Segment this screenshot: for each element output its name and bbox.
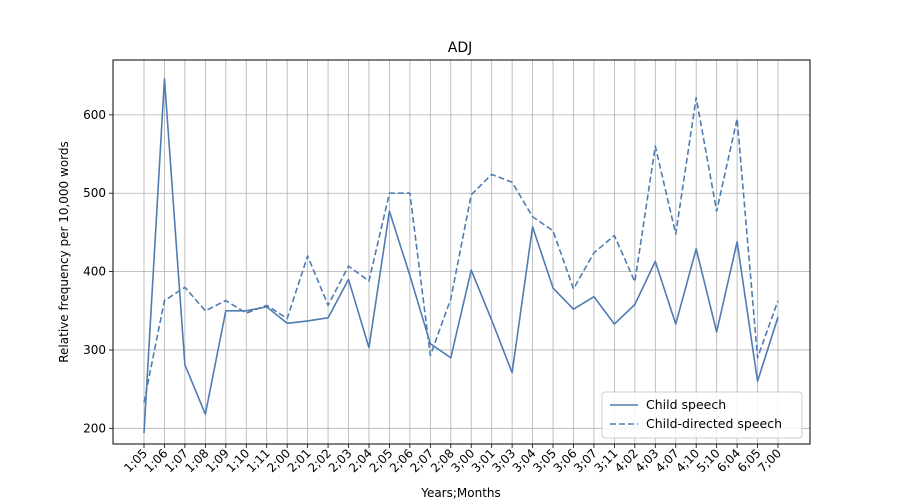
point-child-directed-speech [776,299,780,303]
point-child-speech [387,209,391,213]
point-child-speech [653,259,657,263]
point-child-speech [551,286,555,290]
grid-lines [113,60,810,444]
point-child-directed-speech [612,234,616,238]
point-child-directed-speech [571,287,575,291]
y-tick-label: 500 [83,186,106,200]
point-child-directed-speech [203,309,207,313]
point-child-speech [633,303,637,307]
legend: Child speech Child-directed speech [601,391,803,439]
point-child-directed-speech [633,280,637,284]
point-child-directed-speech [510,180,514,184]
point-child-directed-speech [674,232,678,236]
point-child-directed-speech [715,209,719,213]
series-line-child-speech [143,78,779,434]
point-child-directed-speech [735,117,739,121]
point-child-speech [592,295,596,299]
point-child-speech [203,412,207,416]
point-child-directed-speech [265,303,269,307]
y-tick-label: 400 [83,265,106,279]
point-child-directed-speech [449,297,453,301]
point-child-speech [347,277,351,281]
point-child-directed-speech [367,279,371,283]
point-child-speech [674,322,678,326]
point-child-directed-speech [224,299,228,303]
y-tick-label: 600 [83,108,106,122]
point-child-speech [694,247,698,251]
point-child-speech [776,315,780,319]
point-child-speech [735,240,739,244]
point-child-directed-speech [428,353,432,357]
point-child-speech [571,307,575,311]
legend-label-child-speech: Child speech [646,397,726,412]
point-child-directed-speech [756,356,760,360]
point-child-speech [715,330,719,334]
plot-frame [112,59,811,445]
point-child-speech [612,322,616,326]
series-layer [142,77,780,435]
x-axis-ticks: 1;051;061;071;081;091;101;112;002;012;02… [121,444,784,475]
point-child-speech [224,309,228,313]
point-child-speech [306,319,310,323]
point-child-speech [408,274,412,278]
chart-title: ADJ [448,40,473,56]
point-child-speech [449,356,453,360]
legend-box [601,391,803,439]
point-child-speech [285,321,289,325]
point-child-directed-speech [531,215,535,219]
point-child-directed-speech [183,285,187,289]
point-child-directed-speech [244,311,248,315]
point-child-speech [142,431,146,435]
x-tick-label: 7;00 [755,446,784,475]
y-tick-label: 300 [83,343,106,357]
point-child-directed-speech [592,251,596,255]
point-child-directed-speech [469,193,473,197]
point-child-directed-speech [306,254,310,258]
point-child-directed-speech [387,191,391,195]
point-child-speech [756,379,760,383]
point-child-directed-speech [347,264,351,268]
y-axis-ticks: 200 300 400 500 600 [83,108,113,435]
x-axis-label: Years;Months [420,486,501,500]
point-child-directed-speech [326,303,330,307]
point-child-speech [490,318,494,322]
point-child-speech [326,316,330,320]
y-tick-label: 200 [83,421,106,435]
point-child-speech [510,371,514,375]
point-child-directed-speech [551,229,555,233]
point-child-speech [531,225,535,229]
point-child-directed-speech [694,96,698,100]
point-child-directed-speech [490,172,494,176]
point-child-directed-speech [142,400,146,404]
point-child-directed-speech [162,299,166,303]
legend-label-child-directed-speech: Child-directed speech [646,416,782,431]
point-child-speech [367,346,371,350]
point-child-speech [469,268,473,272]
point-child-directed-speech [653,144,657,148]
point-child-speech [183,363,187,367]
y-axis-label: Relative frequency per 10,000 words [57,141,71,363]
point-child-directed-speech [408,191,412,195]
point-child-directed-speech [285,317,289,321]
series-line-child-directed-speech [143,96,779,403]
point-child-speech [162,77,166,81]
